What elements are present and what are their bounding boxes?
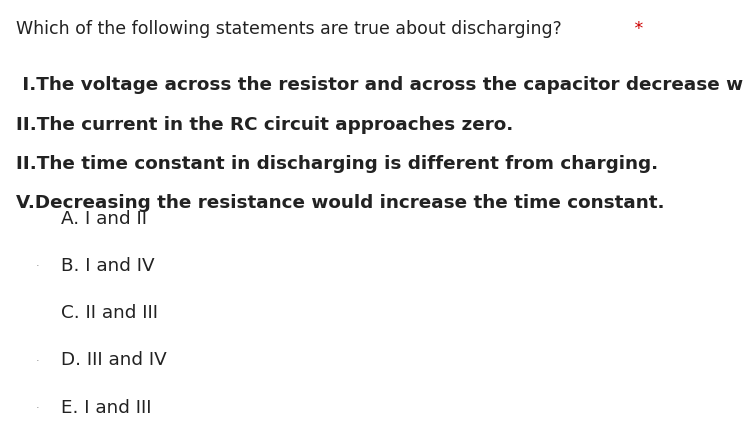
Text: I.The voltage across the resistor and across the capacitor decrease with time.: I.The voltage across the resistor and ac… (16, 76, 743, 94)
Text: V.Decreasing the resistance would increase the time constant.: V.Decreasing the resistance would increa… (16, 194, 665, 212)
Text: *: * (629, 20, 643, 38)
Text: Which of the following statements are true about discharging?: Which of the following statements are tr… (16, 20, 562, 38)
Text: II.The current in the RC circuit approaches zero.: II.The current in the RC circuit approac… (16, 116, 513, 134)
Text: A. I and II: A. I and II (61, 210, 147, 228)
Text: II.The time constant in discharging is different from charging.: II.The time constant in discharging is d… (16, 155, 658, 173)
Text: ·: · (36, 261, 39, 271)
Text: ·: · (36, 403, 39, 413)
Text: ·: · (36, 356, 39, 366)
Text: C. II and III: C. II and III (61, 304, 158, 322)
Text: E. I and III: E. I and III (61, 399, 152, 416)
Text: B. I and IV: B. I and IV (61, 257, 155, 275)
Text: D. III and IV: D. III and IV (61, 351, 166, 369)
